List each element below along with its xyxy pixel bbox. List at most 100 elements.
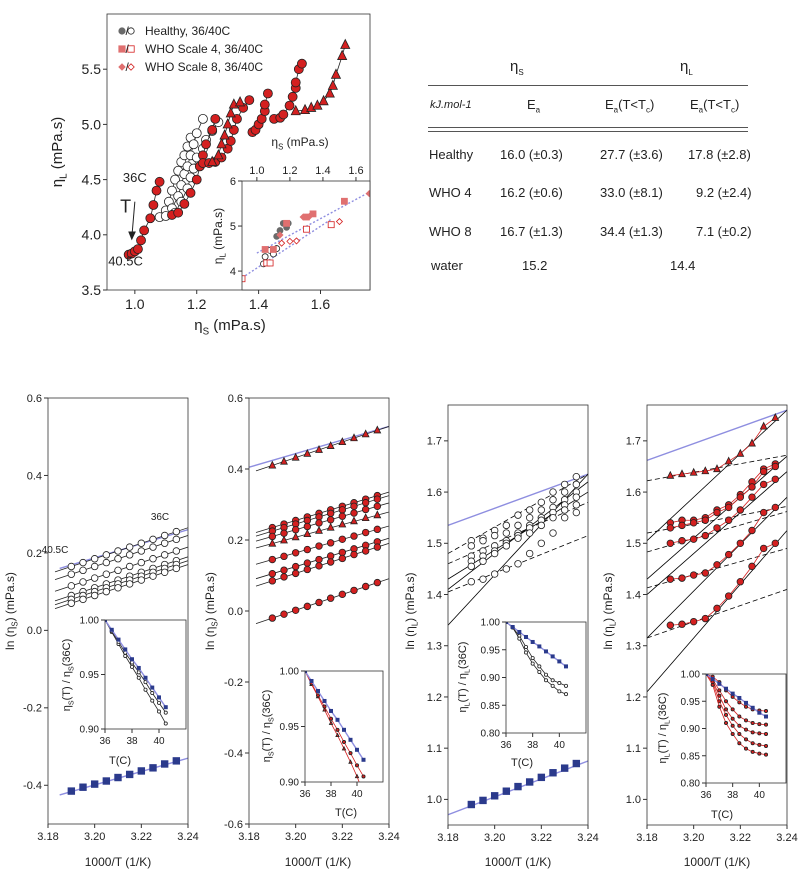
data-point-circle-open bbox=[502, 565, 511, 573]
data-point-circle-red bbox=[268, 614, 277, 622]
data-point-triangle-red bbox=[219, 129, 230, 140]
column-header: Ea(T<Tc) bbox=[690, 97, 740, 115]
data-point-circle-red bbox=[736, 539, 745, 547]
data-point-circle-red bbox=[361, 547, 370, 555]
data-point-circle-red bbox=[724, 699, 729, 704]
series-line bbox=[670, 417, 776, 477]
data-point-square-blue bbox=[502, 787, 511, 795]
chart-b2-inset: 36 38 40 0.90 0.95 1.00 T(C) ηS​(T) / ηS​(36C) bbox=[261, 667, 384, 819]
data-point-circle-red bbox=[757, 742, 762, 747]
data-point-circle-red bbox=[210, 113, 221, 124]
data-point-square-blue bbox=[757, 710, 762, 715]
data-point-triangle-red bbox=[340, 38, 351, 49]
data-point-triangle-red bbox=[338, 437, 347, 446]
series-line bbox=[706, 674, 767, 718]
data-point-circle-red bbox=[750, 749, 755, 754]
data-point-circle-open bbox=[479, 537, 487, 545]
data-point-circle-red bbox=[350, 550, 358, 559]
y-tick-label: 0.2 bbox=[27, 548, 42, 560]
data-point-circle-open bbox=[537, 506, 546, 514]
y-tick-label: 0.95 bbox=[80, 670, 100, 681]
label-part: S bbox=[67, 666, 75, 671]
data-point-circle-red bbox=[701, 614, 710, 623]
data-point-circle-red bbox=[154, 176, 165, 187]
series-fit-line bbox=[255, 578, 389, 625]
data-point-diamond-open-red bbox=[278, 239, 286, 247]
plot-area bbox=[706, 674, 769, 757]
data-point-circle-red bbox=[730, 723, 735, 728]
table-rule bbox=[428, 127, 748, 128]
y-axis-label: ln (ηS​) (mPa.s) bbox=[203, 572, 220, 650]
series-0 bbox=[268, 425, 382, 469]
data-point-square-blue bbox=[156, 695, 161, 700]
data-point-circle-red bbox=[303, 522, 312, 531]
y-tick-label: 0.6 bbox=[228, 393, 243, 405]
data-point-circle-open bbox=[549, 529, 557, 537]
label-part: L bbox=[411, 621, 420, 626]
data-point-circle-open bbox=[557, 681, 562, 686]
data-point-circle-open bbox=[149, 572, 157, 580]
data-point-square-open-red bbox=[303, 225, 310, 233]
series-2 bbox=[506, 622, 569, 669]
data-point-circle-open bbox=[172, 535, 181, 544]
data-point-square-blue bbox=[544, 649, 549, 654]
data-point-circle-open bbox=[149, 555, 157, 563]
data-point-circle-red bbox=[701, 569, 710, 577]
y-tick-label: 1.4 bbox=[427, 589, 442, 601]
data-point-triangle-red bbox=[290, 104, 301, 116]
y-axis-label: ln (ηS​) (mPa.s) bbox=[3, 572, 20, 650]
plot-area bbox=[123, 38, 351, 260]
data-point-circle-open bbox=[525, 506, 534, 514]
data-point-circle-red bbox=[736, 578, 745, 586]
series-3 bbox=[268, 502, 382, 541]
data-point-circle-open bbox=[572, 508, 581, 517]
series-line bbox=[305, 671, 365, 761]
y-tick-label: 0.85 bbox=[681, 751, 701, 762]
x-axis-label: T(C) bbox=[711, 809, 733, 821]
x-axis-label: 1000/T (1/K) bbox=[85, 855, 151, 869]
label-part: (mPa.s) bbox=[49, 117, 66, 174]
data-point-circle-open bbox=[143, 680, 148, 685]
label-part: ) (mPa.s) bbox=[403, 572, 417, 621]
data-point-circle-open bbox=[537, 521, 546, 530]
series-fit-line bbox=[54, 560, 188, 606]
label-part: S bbox=[203, 327, 210, 338]
x-tick-label: 3.22 bbox=[332, 831, 353, 843]
data-point-square-blue bbox=[172, 757, 181, 765]
data-point-circle-red bbox=[701, 531, 710, 540]
data-point-circle-open bbox=[524, 650, 529, 655]
fit-line bbox=[647, 409, 787, 461]
data-point-circle-open bbox=[172, 527, 181, 536]
data-point-circle-open bbox=[156, 709, 161, 714]
data-point-square-blue bbox=[479, 796, 487, 805]
data-point-circle-open bbox=[160, 568, 169, 576]
table-cell: 16.7 (±1.3) bbox=[500, 224, 563, 239]
data-point-circle-red bbox=[759, 480, 768, 489]
series-2 bbox=[467, 488, 581, 560]
legend-entry: WHO Scale 4, 36/40C bbox=[145, 42, 263, 56]
data-point-diamond-open-red bbox=[292, 237, 301, 245]
label-part: (mPa.s) bbox=[211, 208, 225, 253]
data-point-square-blue bbox=[163, 705, 168, 710]
data-point-square-blue bbox=[737, 695, 742, 700]
data-point-circle-red bbox=[244, 95, 255, 106]
series-line bbox=[706, 674, 767, 756]
data-point-circle-red bbox=[764, 722, 769, 727]
label-part: η bbox=[61, 705, 73, 711]
series-5 bbox=[67, 564, 181, 607]
legend-entry: WHO Scale 8, 36/40C bbox=[145, 60, 263, 74]
data-point-square-blue bbox=[490, 792, 499, 800]
label-part: L bbox=[663, 720, 671, 724]
data-point-circle-open bbox=[479, 575, 487, 583]
annotation: 40.5C bbox=[42, 545, 69, 556]
data-point-circle-red bbox=[748, 562, 756, 571]
x-axis-label: T(C) bbox=[109, 755, 131, 767]
data-point-square-blue bbox=[361, 757, 366, 762]
y-axis-label: ηL​ (mPa.s) bbox=[211, 208, 228, 264]
data-point-circle-red bbox=[678, 521, 686, 530]
data-point-circle-red bbox=[326, 539, 335, 547]
data-point-circle-red bbox=[291, 526, 300, 534]
label-part: L bbox=[463, 669, 471, 673]
y-tick-label: 1.2 bbox=[427, 692, 442, 704]
data-point-circle-red bbox=[764, 731, 769, 736]
